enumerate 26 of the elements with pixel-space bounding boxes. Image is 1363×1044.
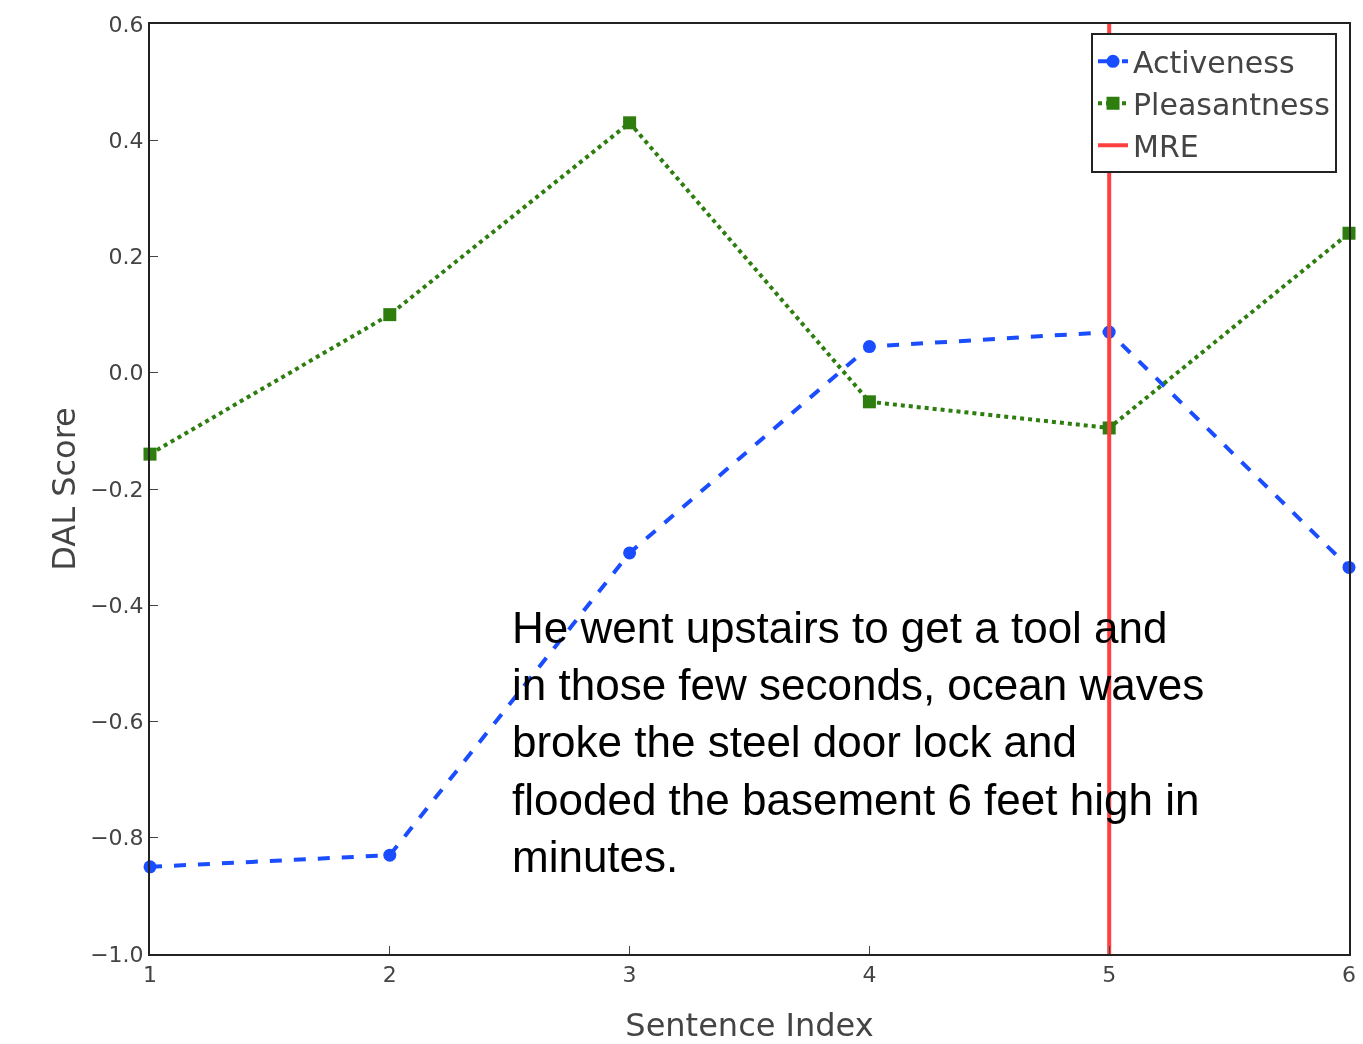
y-tick-label: −0.2: [90, 476, 144, 502]
point: [862, 395, 876, 409]
y-tick-label: −0.4: [90, 592, 144, 618]
x-tick-label: 3: [622, 962, 637, 988]
legend-label: Pleasantness: [1133, 87, 1330, 122]
y-tick-label: −0.6: [90, 709, 144, 735]
point: [383, 308, 397, 322]
x-tick-label: 6: [1342, 962, 1356, 988]
y-tick-label: −1.0: [90, 941, 144, 967]
x-tick-label: 4: [862, 962, 877, 988]
point: [623, 546, 637, 560]
point: [623, 116, 637, 130]
legend-label: Activeness: [1133, 45, 1295, 80]
y-tick-label: 0.4: [108, 127, 144, 153]
y-tick-label: 0.6: [108, 11, 144, 37]
point: [383, 848, 397, 862]
x-tick-label: 5: [1102, 962, 1117, 988]
x-tick-label: 1: [143, 962, 157, 988]
point: [862, 340, 876, 354]
y-axis-title: DAL Score: [45, 407, 83, 571]
y-tick-label: 0.2: [108, 244, 144, 270]
x-axis-title: Sentence Index: [625, 1006, 874, 1044]
x-tick-label: 2: [382, 962, 397, 988]
y-tick-label: 0.0: [108, 360, 144, 386]
y-tick-label: −0.8: [90, 825, 144, 851]
ref-line-label: MRE: [1133, 129, 1199, 164]
